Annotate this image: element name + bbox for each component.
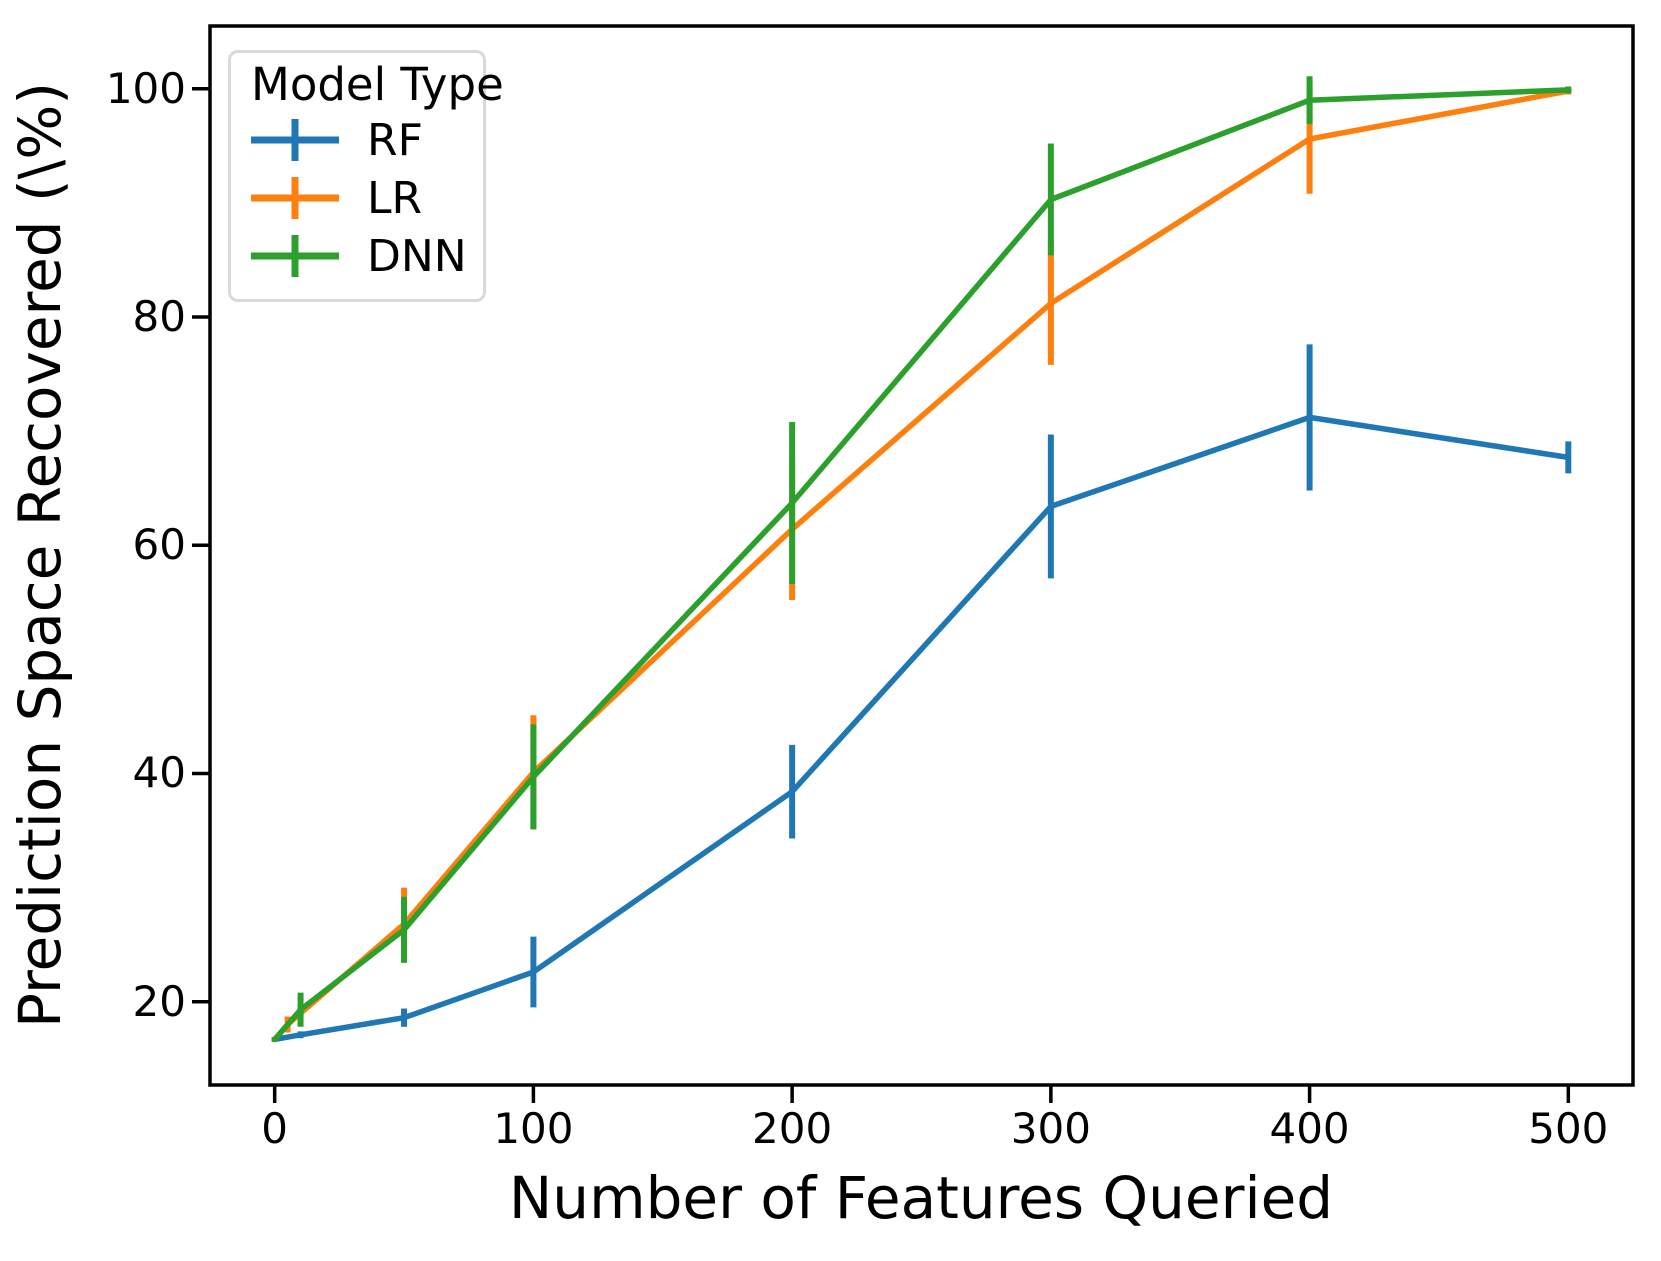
y-tick-label-80: 80 bbox=[132, 291, 186, 341]
errorbar-marker-icon bbox=[251, 232, 339, 280]
x-tick-label-500: 500 bbox=[1528, 1104, 1609, 1153]
legend-entry-DNN: DNN bbox=[251, 227, 469, 285]
series-line-RF bbox=[271, 414, 1572, 1043]
x-tick-label-0: 0 bbox=[261, 1104, 289, 1153]
series-line-DNN bbox=[271, 87, 1572, 1043]
y-tick-label-100: 100 bbox=[105, 63, 186, 113]
legend-entry-RF: RF bbox=[251, 111, 469, 169]
y-tick-label-20: 20 bbox=[132, 976, 186, 1026]
y-tick-label-60: 60 bbox=[132, 520, 186, 570]
errorbar-marker-icon bbox=[251, 116, 339, 164]
legend: Model Type RF LR DNN bbox=[228, 50, 504, 302]
plot-frame bbox=[208, 24, 1635, 1087]
y-axis-label: Prediction Space Recovered (\%) bbox=[6, 82, 74, 1028]
y-tick-label-40: 40 bbox=[132, 748, 186, 798]
x-tick-label-300: 300 bbox=[1010, 1104, 1091, 1153]
legend-entry-LR: LR bbox=[251, 169, 469, 227]
x-tick-label-200: 200 bbox=[752, 1104, 833, 1153]
legend-entry-label: DNN bbox=[367, 230, 467, 282]
legend-entry-label: LR bbox=[367, 172, 423, 224]
x-tick-label-400: 400 bbox=[1269, 1104, 1350, 1153]
legend-entry-label: RF bbox=[367, 114, 423, 166]
x-tick-label-100: 100 bbox=[493, 1104, 574, 1153]
legend-title: Model Type bbox=[251, 58, 504, 111]
errorbar-marker-icon bbox=[251, 174, 339, 222]
legend-entries: RF LR DNN bbox=[251, 111, 469, 285]
x-axis-label: Number of Features Queried bbox=[508, 1164, 1334, 1232]
